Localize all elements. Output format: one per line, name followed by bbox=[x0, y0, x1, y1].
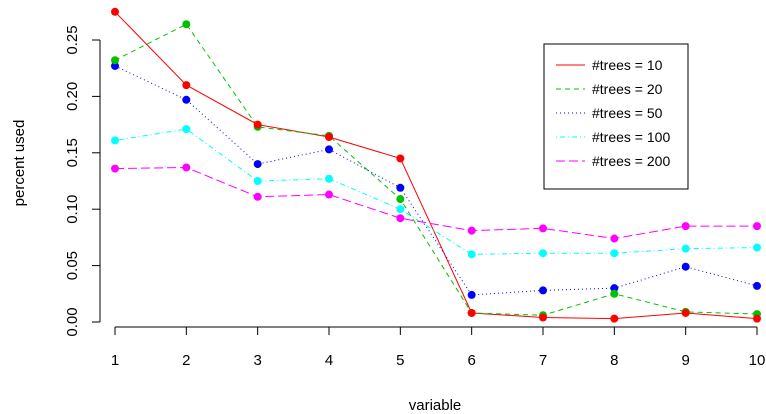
data-point bbox=[325, 145, 333, 154]
data-point bbox=[325, 133, 333, 142]
data-point bbox=[610, 314, 619, 323]
data-point bbox=[111, 164, 119, 173]
data-point bbox=[681, 222, 690, 231]
y-axis-title: percent used bbox=[11, 120, 28, 207]
y-tick-label: 0.00 bbox=[64, 307, 81, 336]
data-point bbox=[325, 190, 333, 199]
x-tick-label: 2 bbox=[182, 352, 190, 369]
series-layer bbox=[111, 7, 761, 323]
data-point bbox=[467, 290, 476, 299]
data-point bbox=[539, 286, 547, 295]
data-point bbox=[753, 281, 761, 290]
data-point bbox=[610, 284, 619, 293]
x-tick-label: 5 bbox=[396, 352, 404, 369]
data-point bbox=[182, 95, 191, 104]
data-point bbox=[610, 289, 619, 298]
data-point bbox=[111, 56, 119, 65]
data-point bbox=[253, 160, 262, 169]
y-tick-label: 0.25 bbox=[64, 25, 81, 54]
data-point bbox=[253, 192, 262, 201]
x-tick-label: 1 bbox=[111, 352, 119, 369]
data-point bbox=[539, 224, 547, 233]
data-point bbox=[182, 81, 191, 90]
data-point bbox=[396, 154, 405, 163]
legend-box bbox=[543, 43, 689, 190]
data-point bbox=[325, 174, 333, 183]
legend: #trees = 10 #trees = 20 #trees = 50 #trees … bbox=[543, 43, 689, 190]
data-point bbox=[539, 313, 547, 322]
axes: 1 2 3 4 5 6 7 8 9 10 0.00 0.05 0.10 0.15 0.20 0.25 bbox=[64, 25, 765, 369]
x-tick-label: 10 bbox=[749, 352, 766, 369]
x-axis-title: variable bbox=[409, 397, 462, 414]
y-tick-label: 0.05 bbox=[64, 251, 81, 280]
data-point bbox=[182, 125, 191, 134]
y-tick-label: 0.15 bbox=[64, 138, 81, 167]
data-point bbox=[253, 177, 262, 185]
data-point bbox=[396, 195, 405, 204]
data-point bbox=[610, 234, 619, 243]
data-point bbox=[111, 136, 119, 145]
series-line bbox=[114, 11, 758, 320]
legend-label: #trees = 100 bbox=[592, 129, 670, 145]
y-tick-label: 0.10 bbox=[64, 195, 81, 224]
legend-label: #trees = 20 bbox=[592, 81, 663, 97]
data-point bbox=[539, 249, 547, 258]
data-point bbox=[396, 205, 405, 214]
data-point bbox=[681, 244, 690, 253]
series-line bbox=[114, 166, 757, 240]
data-point bbox=[753, 243, 761, 252]
data-point bbox=[182, 163, 191, 172]
data-point bbox=[396, 214, 405, 223]
data-point bbox=[182, 20, 191, 29]
data-point bbox=[467, 226, 476, 235]
x-tick-label: 9 bbox=[681, 352, 689, 369]
x-tick-label: 6 bbox=[467, 352, 475, 369]
data-point bbox=[396, 183, 405, 192]
data-point bbox=[467, 250, 476, 259]
legend-label: #trees = 10 bbox=[592, 57, 663, 73]
x-tick-label: 7 bbox=[539, 352, 547, 369]
y-tick-label: 0.20 bbox=[64, 82, 81, 111]
x-tick-label: 3 bbox=[253, 352, 261, 369]
legend-label: #trees = 200 bbox=[592, 153, 670, 169]
data-point bbox=[111, 7, 119, 16]
data-point bbox=[610, 249, 619, 258]
data-point bbox=[753, 222, 761, 231]
series-line bbox=[114, 128, 758, 255]
data-point bbox=[753, 314, 761, 323]
data-point bbox=[111, 61, 119, 70]
data-point bbox=[253, 120, 262, 129]
data-point bbox=[467, 308, 476, 317]
x-tick-label: 8 bbox=[610, 352, 618, 369]
legend-label: #trees = 50 bbox=[592, 105, 663, 121]
data-point bbox=[681, 262, 690, 271]
x-tick-label: 4 bbox=[325, 352, 333, 369]
data-point bbox=[681, 308, 690, 317]
